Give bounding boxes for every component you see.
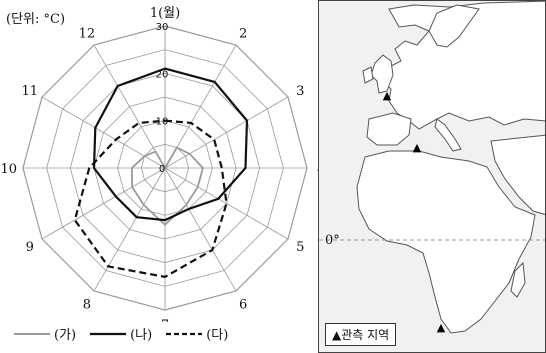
legend-item-na: (나): [90, 324, 152, 343]
observation-marker-mediterranean: ▲: [413, 141, 422, 154]
radar-series: [73, 67, 249, 279]
radar-labels: 1(월) 2 3 4 5 6 7 8 9 10 11 12 0 10 20 30: [1, 6, 318, 322]
africa-landmass: [356, 150, 536, 334]
legend-label-ga: (가): [54, 328, 77, 343]
month-label: 11: [21, 84, 38, 99]
radial-tick-label: 30: [156, 22, 169, 33]
month-label: 6: [239, 297, 247, 312]
observation-area-caption: ▲관측 지역: [325, 323, 397, 346]
month-label: 4: [317, 162, 318, 177]
ireland-landmass: [362, 66, 374, 84]
middle-east-landmass: [490, 134, 545, 215]
series-line-1: [130, 146, 204, 227]
europe-africa-map: ▲ ▲ ▲: [319, 1, 545, 334]
grid-spoke: [164, 167, 289, 240]
grid-spoke: [41, 96, 166, 169]
radial-tick-label: 10: [156, 117, 169, 128]
radar-chart: 1(월) 2 3 4 5 6 7 8 9 10 11 12 0 10 20 30: [1, 6, 318, 322]
grid-spoke: [164, 167, 237, 292]
month-label: 5: [296, 240, 304, 255]
iberia-landmass: [366, 112, 412, 146]
radial-tick-label: 20: [156, 69, 169, 80]
series-line-2: [92, 67, 249, 222]
month-label: 3: [296, 84, 304, 99]
unit-label: (단위: °C): [6, 12, 66, 27]
month-label: 1(월): [150, 6, 180, 21]
observation-marker-uk: ▲: [383, 89, 392, 102]
grid-spoke: [164, 96, 289, 169]
month-label: 7: [161, 318, 169, 322]
legend-swatch-na: [90, 332, 127, 335]
chart-legend: (가) (나) (다): [14, 324, 228, 343]
italy-landmass: [434, 118, 462, 152]
legend-swatch-da: [166, 332, 203, 335]
series-line-3: [73, 119, 228, 279]
legend-label-da: (다): [206, 328, 229, 343]
legend-item-ga: (가): [14, 324, 76, 343]
month-label: 10: [1, 162, 18, 177]
madagascar-landmass: [510, 261, 526, 298]
radar-grid: [22, 25, 308, 311]
grid-spoke: [41, 167, 166, 240]
legend-swatch-ga: [14, 332, 50, 335]
month-label: 9: [26, 240, 34, 255]
grid-spoke: [93, 44, 166, 169]
world-map: ▲ ▲ ▲ 0° ▲관측 지역: [318, 0, 546, 353]
scandinavia-landmass: [428, 4, 480, 48]
legend-item-da: (다): [166, 324, 228, 343]
month-label: 2: [239, 27, 247, 42]
observation-marker-south-africa: ▲: [437, 321, 446, 334]
month-label: 12: [79, 27, 96, 42]
radial-tick-label: 0: [159, 164, 165, 175]
equator-label: 0°: [325, 233, 340, 248]
month-label: 8: [83, 297, 91, 312]
legend-label-na: (나): [130, 328, 153, 343]
grid-spoke: [93, 167, 166, 292]
